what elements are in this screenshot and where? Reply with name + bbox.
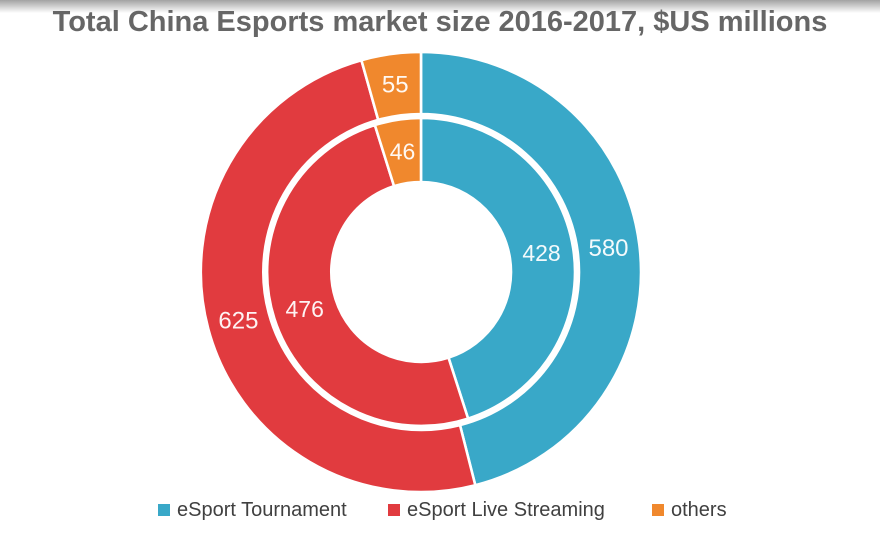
chart-legend: eSport Tournament eSport Live Streaming … bbox=[0, 499, 880, 525]
legend-item-esport-live-streaming: eSport Live Streaming bbox=[388, 499, 605, 521]
slice-value-label: 580 bbox=[588, 235, 628, 262]
legend-item-others: others bbox=[652, 499, 727, 521]
slice-value-label: 55 bbox=[382, 71, 409, 98]
legend-item-esport-tournament: eSport Tournament bbox=[158, 499, 347, 521]
legend-label: others bbox=[671, 499, 727, 521]
slice-value-label: 46 bbox=[390, 138, 416, 164]
chart-title: Total China Esports market size 2016-201… bbox=[52, 6, 828, 38]
slice-value-label: 625 bbox=[218, 307, 258, 334]
legend-swatch-icon bbox=[158, 504, 170, 516]
legend-swatch-icon bbox=[652, 504, 664, 516]
legend-swatch-icon bbox=[388, 504, 400, 516]
donut-slice-inner-ring-others bbox=[373, 116, 423, 188]
slice-value-label: 428 bbox=[522, 240, 560, 266]
legend-label: eSport Live Streaming bbox=[407, 499, 605, 521]
slice-value-label: 476 bbox=[286, 296, 324, 322]
donut-slice-inner-ring-esport-tournament bbox=[419, 116, 577, 420]
donut-slice-outer-ring-others bbox=[360, 50, 423, 122]
donut-slice-outer-ring-esport-live-streaming bbox=[199, 58, 477, 494]
legend-label: eSport Tournament bbox=[177, 499, 347, 521]
donut-slice-outer-ring-esport-tournament bbox=[419, 50, 643, 487]
donut-slice-inner-ring-esport-live-streaming bbox=[265, 123, 470, 428]
